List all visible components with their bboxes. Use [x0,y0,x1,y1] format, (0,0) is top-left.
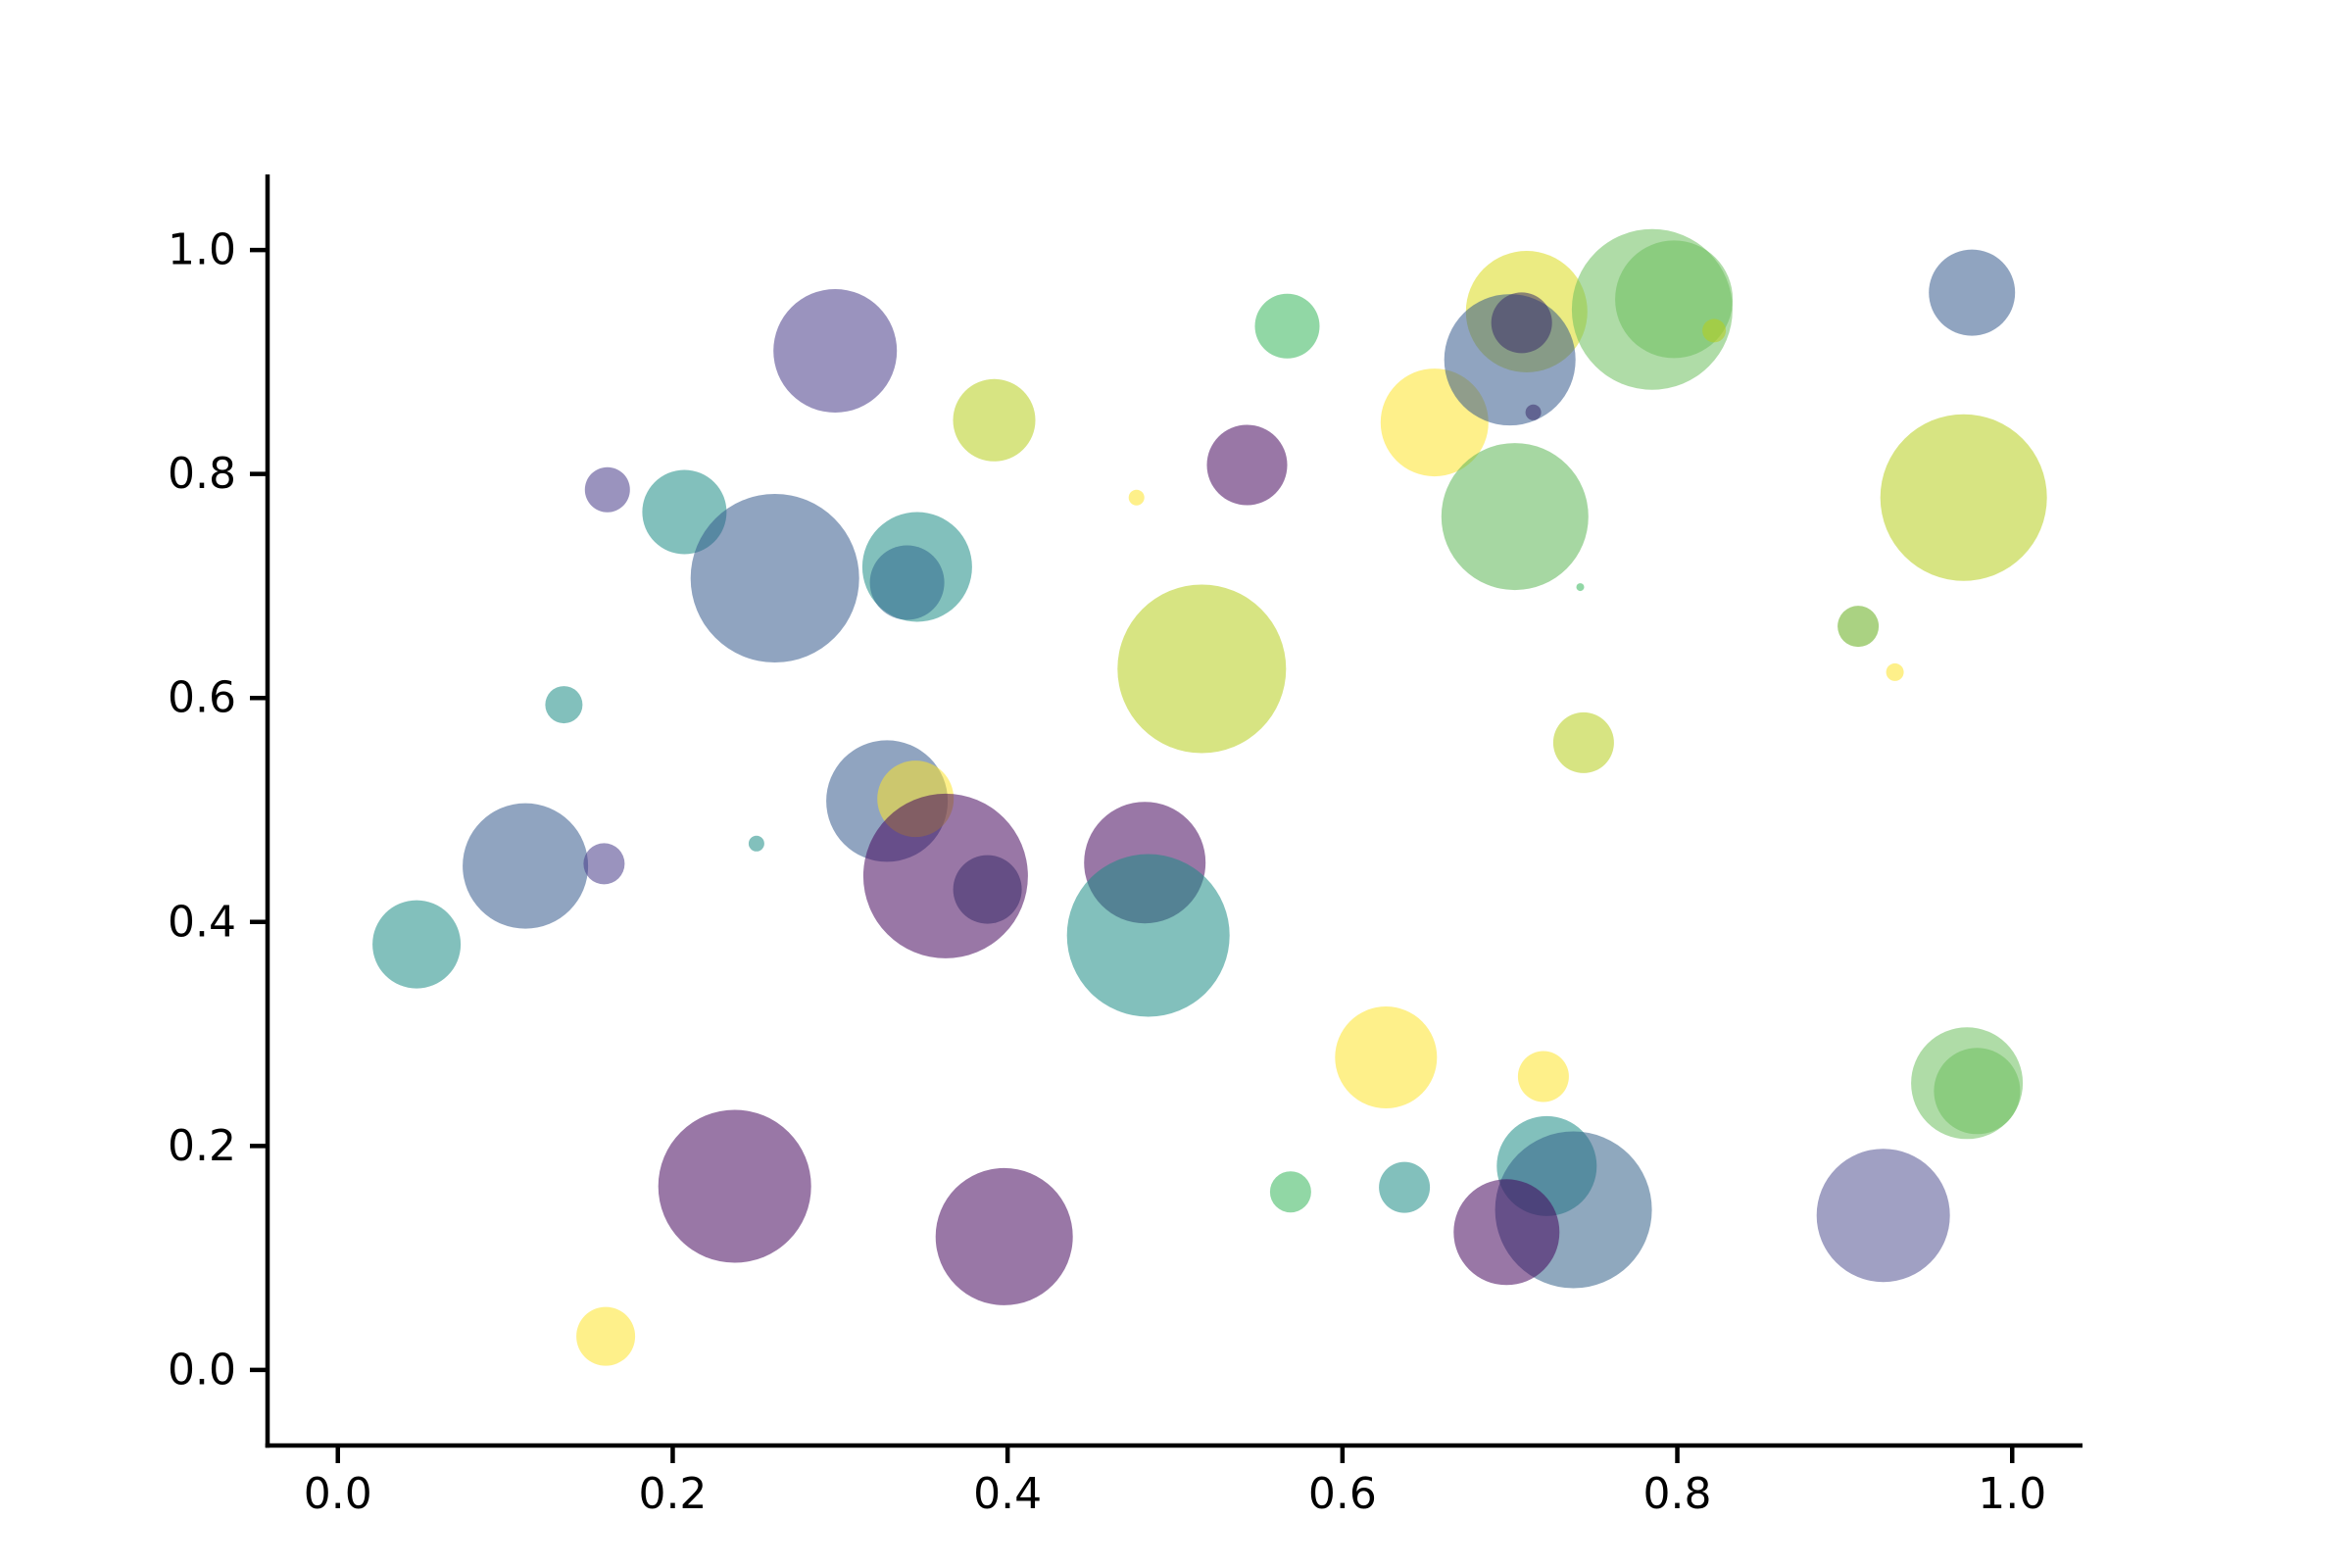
bubble [463,803,589,929]
bubble [1254,293,1320,359]
x-tick-label: 0.6 [1308,1469,1377,1519]
bubble [1929,249,2016,336]
y-tick-label: 0.2 [168,1121,236,1171]
bubble [372,900,462,989]
bubble [1934,1048,2021,1135]
bubble [869,545,945,620]
bubble [1441,443,1589,591]
bubble [1117,584,1287,754]
bubble [953,855,1022,924]
bubble [1886,662,1904,681]
bubble [1335,1006,1438,1108]
y-tick-label: 0.4 [168,897,236,947]
bubble [935,1167,1073,1305]
bubble [1517,1051,1569,1102]
x-tick-label: 0.0 [304,1469,372,1519]
x-tick-label: 0.2 [638,1469,707,1519]
bubble [953,378,1036,462]
bubble [545,686,583,724]
x-tick-label: 1.0 [1978,1469,2046,1519]
bubble [576,1306,636,1366]
y-tick-label: 0.0 [168,1345,236,1395]
bubble [773,289,898,413]
bubbles-layer [372,228,2047,1366]
bubble [658,1109,811,1263]
x-axis: 0.0 0.2 0.4 0.6 0.8 1.0 [304,1446,2046,1519]
y-tick-label: 0.8 [168,449,236,499]
bubble [748,835,764,852]
x-tick-label: 0.4 [973,1469,1042,1519]
bubble [1206,424,1288,506]
bubble [1838,606,1880,648]
bubble [1379,1161,1431,1213]
bubble [1576,583,1585,592]
bubble [584,466,630,513]
bubble [1702,318,1727,343]
y-tick-label: 0.6 [168,673,236,723]
bubble [1128,489,1145,506]
bubble [1491,292,1552,354]
y-axis: 0.0 0.2 0.4 0.6 0.8 1.0 [168,225,268,1395]
bubble [1525,404,1542,420]
x-tick-label: 0.8 [1643,1469,1712,1519]
bubble [1453,1179,1560,1286]
bubble [690,494,859,662]
bubble [1880,414,2047,581]
bubble [1066,854,1230,1017]
axes-layer: 0.0 0.2 0.4 0.6 0.8 1.0 0.0 0.2 0.4 0.6 0.8 1.0 [168,174,2082,1519]
bubble [1552,711,1614,773]
y-tick-label: 1.0 [168,225,236,275]
bubble [583,843,625,885]
bubble [1269,1171,1311,1213]
bubble [1816,1149,1950,1283]
